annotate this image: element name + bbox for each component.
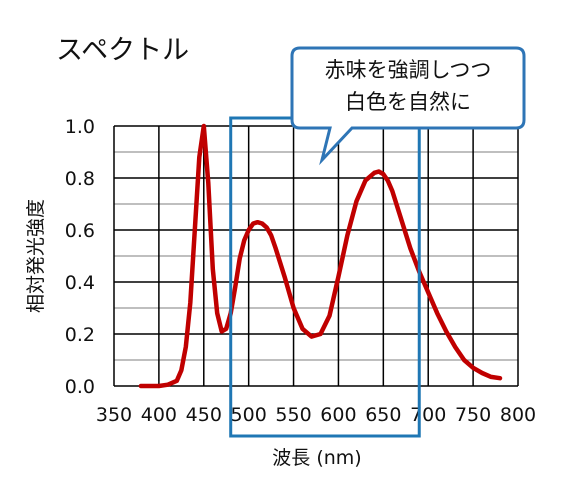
y-axis-label: 相対発光強度 — [25, 199, 47, 313]
callout-text: 赤味を強調しつつ 白色を自然に — [292, 54, 524, 118]
tick-labels: 350 400 450 500 550 600 650 700 750 800 0.0 0.2 0.4 0… — [65, 116, 536, 426]
x-tick-label: 800 — [500, 404, 536, 426]
chart-title: スペクトル — [56, 35, 190, 66]
callout-shape — [290, 46, 526, 166]
callout-line-2: 白色を自然に — [345, 90, 471, 114]
callout-line-1: 赤味を強調しつつ — [324, 58, 492, 82]
x-tick-label: 450 — [186, 404, 222, 426]
y-tick-label: 1.0 — [65, 116, 95, 138]
y-tick-label: 0.4 — [65, 272, 95, 294]
x-axis-label: 波長 (nm) — [272, 447, 361, 469]
y-tick-label: 0.0 — [65, 376, 95, 398]
x-tick-label: 700 — [410, 404, 446, 426]
y-tick-label: 0.2 — [65, 324, 95, 346]
y-tick-label: 0.8 — [65, 168, 95, 190]
x-tick-label: 650 — [365, 404, 401, 426]
x-tick-label: 350 — [96, 404, 132, 426]
x-tick-label: 750 — [455, 404, 491, 426]
x-tick-label: 550 — [275, 404, 311, 426]
callout-bubble — [290, 46, 526, 166]
spectrum-curve — [138, 123, 503, 389]
x-tick-label: 500 — [231, 404, 267, 426]
x-tick-label: 400 — [141, 404, 177, 426]
highlight-range-box — [229, 116, 421, 438]
y-tick-label: 0.6 — [65, 220, 95, 242]
series — [138, 123, 503, 389]
x-tick-label: 600 — [320, 404, 356, 426]
